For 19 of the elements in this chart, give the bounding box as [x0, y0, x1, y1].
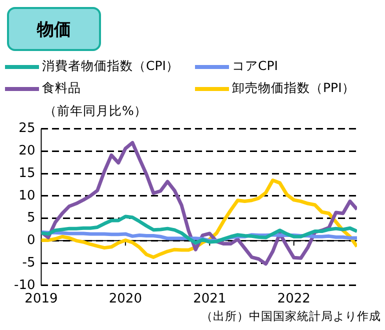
- y-tick-label: 25: [18, 121, 36, 136]
- legend-label: 卸売物価指数（PPI）: [231, 80, 356, 97]
- x-tick-label: 2020: [108, 292, 142, 307]
- y-tick-label: -10: [14, 278, 36, 293]
- x-tick-label: 2019: [24, 292, 58, 307]
- legend-label: 消費者物価指数（CPI）: [41, 58, 180, 75]
- legend-label: コアCPI: [231, 58, 279, 75]
- text: （出所）中国国家統計局より作成: [201, 309, 381, 324]
- legend-label: 食料品: [41, 80, 82, 97]
- y-tick-label: 0: [26, 233, 36, 248]
- x-tick-label: 2021: [193, 292, 226, 307]
- y-tick-label: 10: [18, 188, 36, 204]
- y-axis-title: （前年同月比%）: [44, 103, 147, 120]
- y-tick-label: 15: [18, 166, 36, 181]
- y-tick-label: -5: [22, 255, 36, 270]
- x-tick-label: 2022: [277, 292, 310, 307]
- y-tick-label: 5: [26, 210, 36, 226]
- chart-title: 物価: [7, 7, 101, 51]
- y-tick-label: 20: [18, 144, 36, 159]
